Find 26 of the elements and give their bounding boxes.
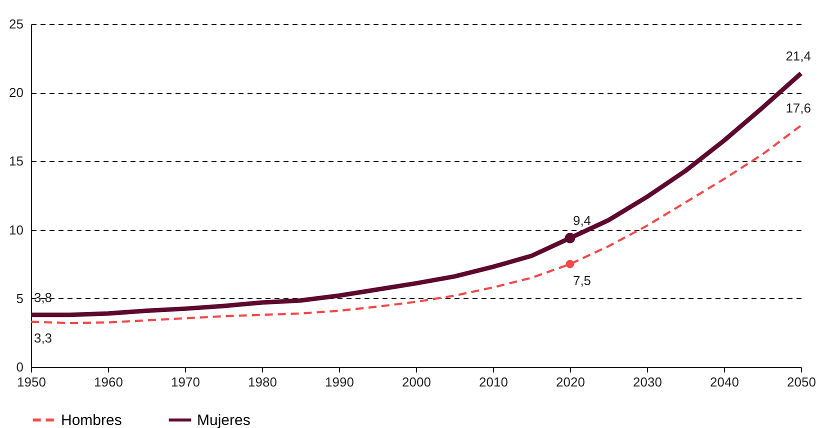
y-tick-label: 20 [9, 85, 24, 100]
legend-label: Mujeres [197, 412, 250, 428]
x-tick-label: 1970 [171, 374, 200, 390]
y-tick-label: 15 [9, 154, 24, 169]
data-label: 21,4 [786, 48, 811, 64]
x-tick-label: 2050 [787, 374, 816, 390]
data-label: 9,4 [572, 213, 592, 228]
x-tick-label: 1960 [94, 374, 123, 390]
x-tick-label: 1980 [248, 374, 277, 390]
legend-label: Hombres [61, 412, 122, 428]
y-tick-label: 10 [9, 222, 24, 238]
x-tick-label: 2030 [633, 374, 662, 390]
x-tick-label: 2040 [710, 374, 739, 390]
data-label: 17,6 [786, 100, 811, 116]
line-series [30, 124, 802, 324]
y-tick-label: 0 [16, 360, 24, 374]
x-tick-label: 2000 [402, 374, 431, 390]
x-tick-label: 1950 [17, 374, 46, 390]
data-label: 3,3 [34, 330, 52, 346]
data-label: 3,8 [34, 290, 52, 305]
data-label: 7,5 [572, 273, 592, 288]
x-tick-label: 1990 [325, 374, 354, 390]
y-tick-label: 25 [9, 16, 24, 32]
x-tick-label: 2010 [479, 374, 508, 390]
y-tick-label: 5 [16, 290, 24, 306]
x-tick-label: 2020 [556, 374, 585, 390]
